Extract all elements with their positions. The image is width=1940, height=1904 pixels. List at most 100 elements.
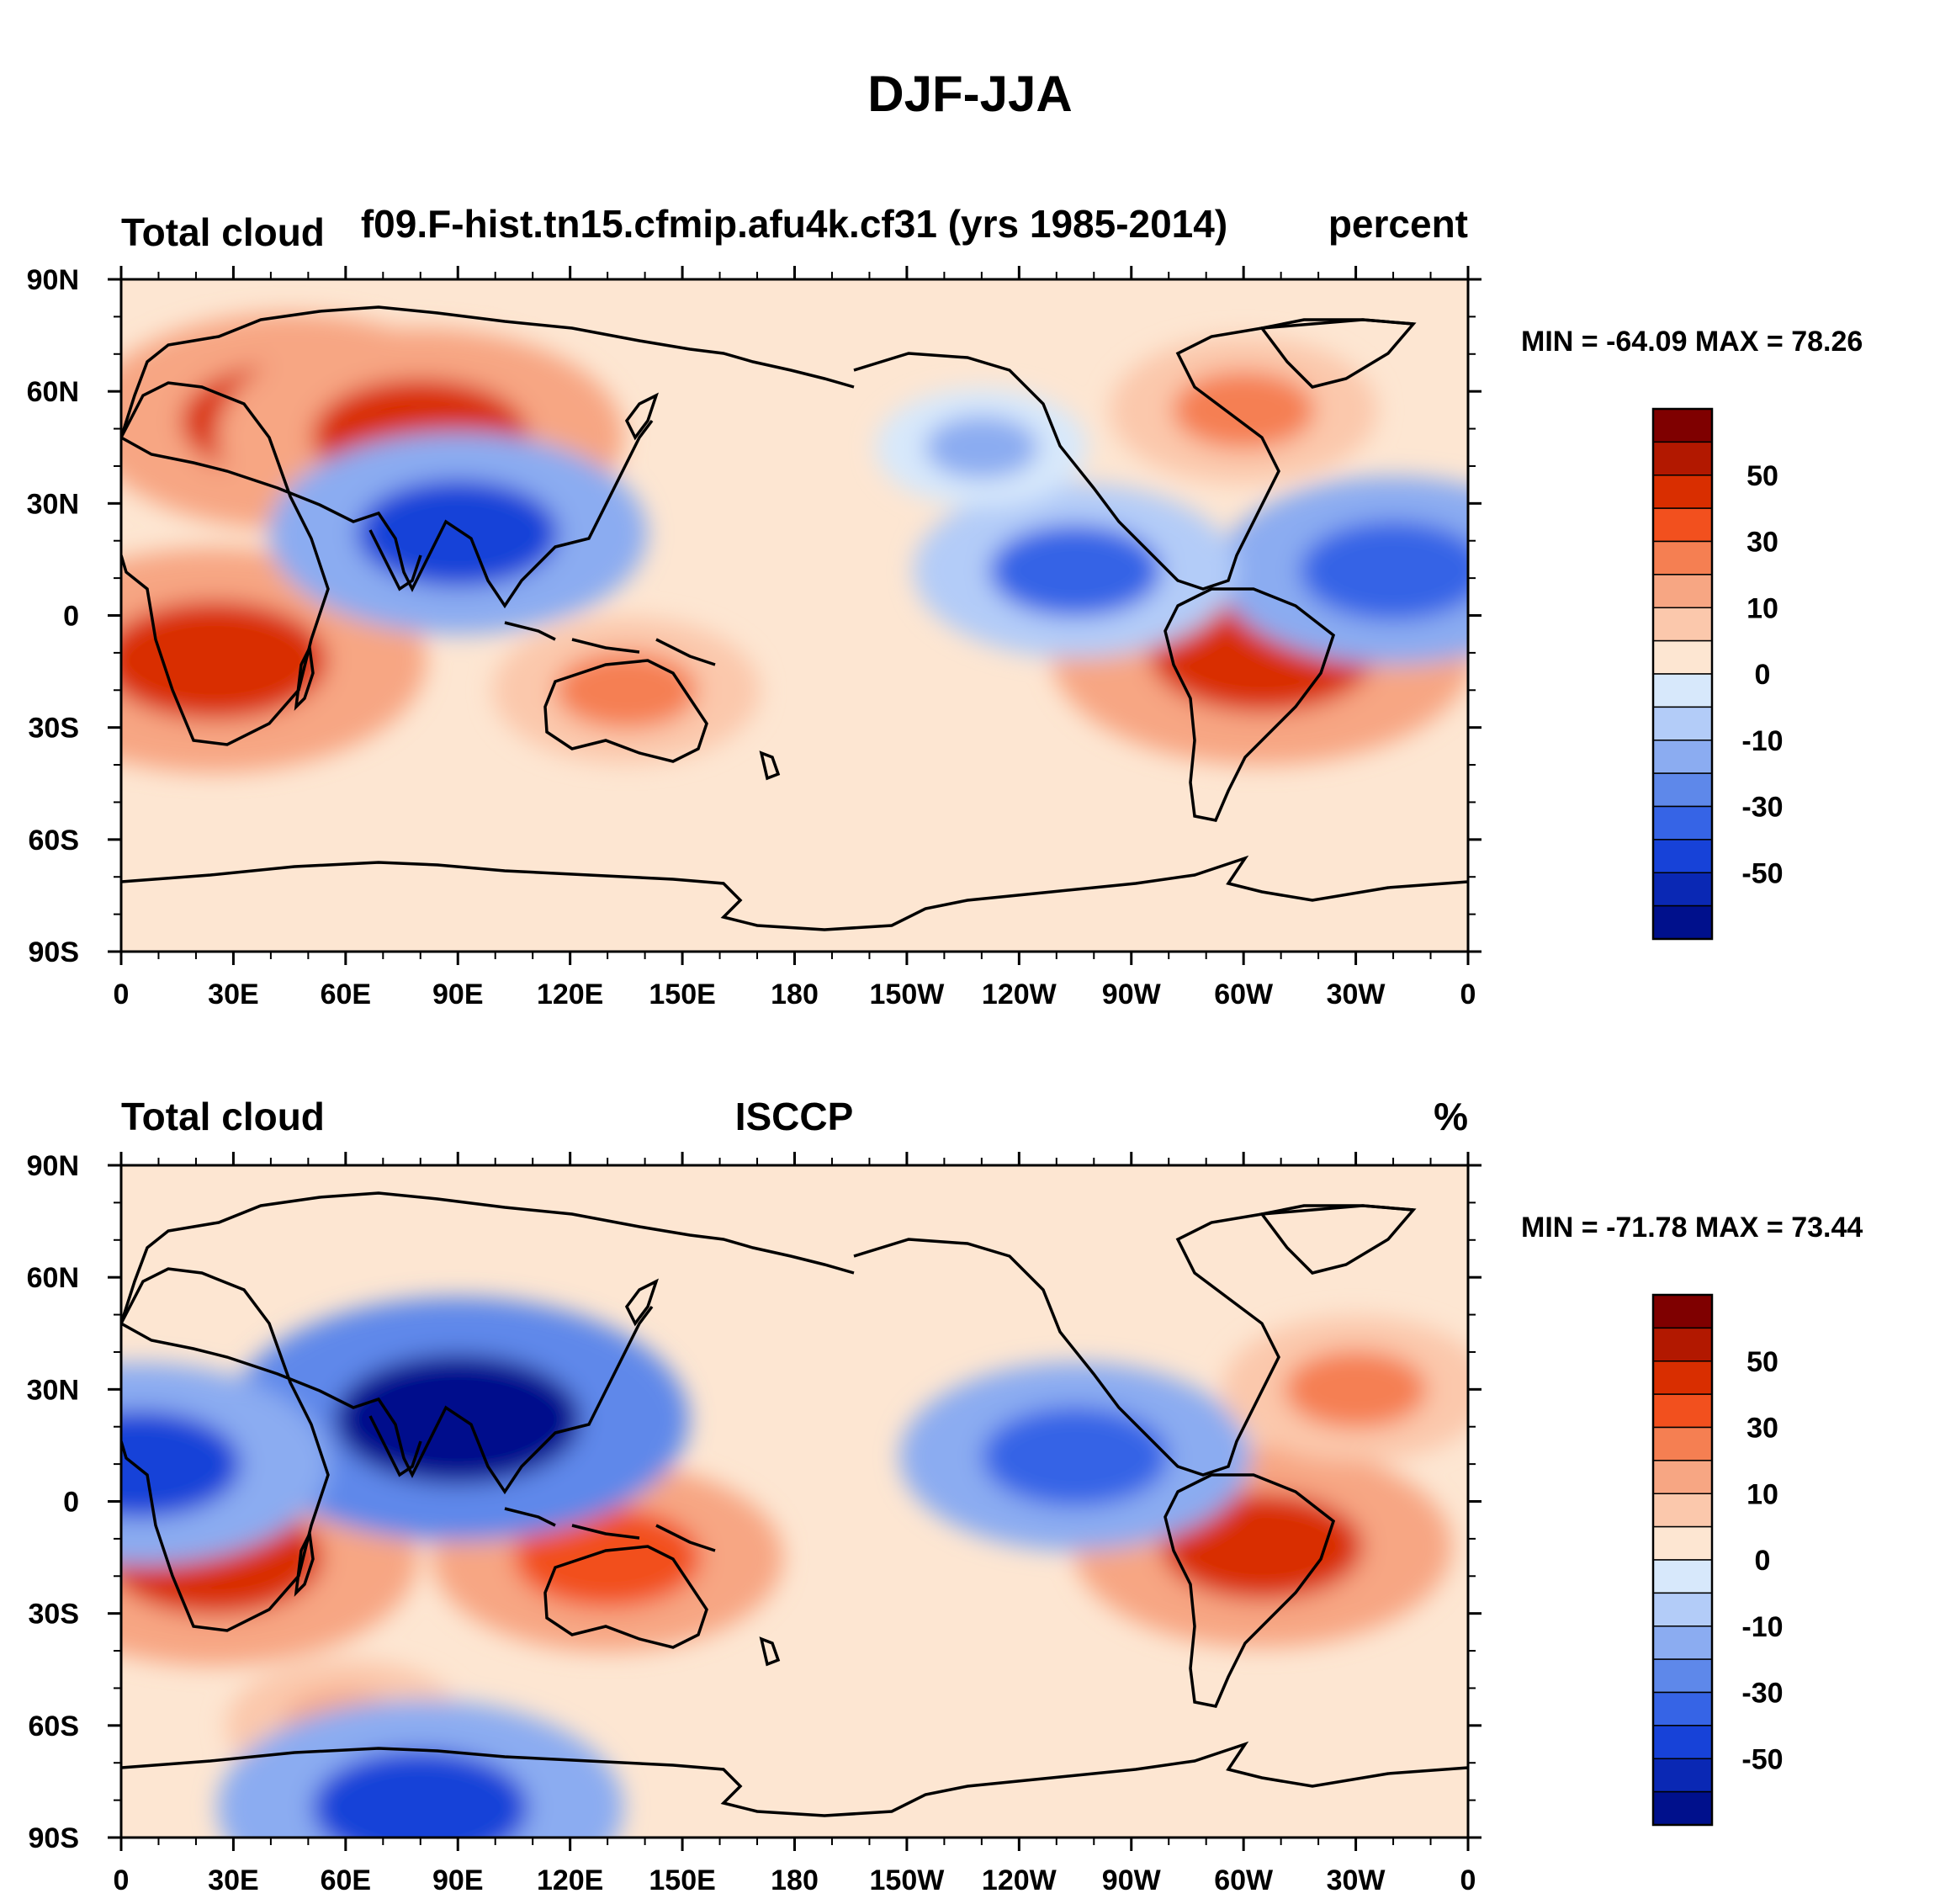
colorbar-swatch [1652,1626,1713,1660]
colorbar-swatch [1652,408,1713,443]
field-core-5 [981,1406,1169,1507]
colorbar-label: 0 [1755,1545,1771,1577]
colorbar-label: 0 [1755,659,1771,691]
colorbar-swatch [1652,475,1713,509]
axes: 0 30E 60E 90E 120E 150E 180 150W 120W 90W 60W 30W 0 9… [27,264,1482,1010]
y-tick-label: 30N [27,1374,79,1406]
y-tick-label: 60S [29,1710,80,1742]
colorbar-swatch [1652,1327,1713,1362]
x-tick-label: 0 [1460,1864,1476,1896]
x-tick-label: 180 [771,1864,819,1896]
x-tick-label: 60W [1214,979,1274,1010]
colorbar-frame [1651,1293,1714,1827]
colorbar-swatch [1652,1493,1713,1528]
field-core-3 [334,1354,581,1485]
colorbar-swatch [1652,872,1713,907]
panel-center-title: ISCCP [735,1095,854,1138]
x-tick-label: 120W [982,1864,1057,1896]
colorbar-label: 10 [1747,592,1778,624]
x-tick-label: 120W [982,979,1057,1010]
colorbar-frame [1651,407,1714,941]
colorbar: 50 30 10 0 -10 -30 -50 [1651,407,1784,941]
colorbar-swatch [1652,1758,1713,1793]
field-core-8 [312,1750,529,1838]
field-core-8 [925,416,1039,480]
panel-right-title: % [1434,1095,1468,1138]
field-core-5 [1299,520,1468,621]
field-core-2 [121,600,328,720]
colorbar-swatch [1652,1559,1713,1594]
x-tick-label: 90E [432,1864,484,1896]
colorbar-swatch [1652,1790,1713,1826]
y-tick-label: 60S [29,825,80,857]
colorbar-swatch [1652,540,1713,575]
y-tick-label: 0 [63,601,79,633]
x-tick-label: 30W [1327,1864,1386,1896]
x-tick-label: 60E [321,979,372,1010]
colorbar-swatch [1652,1360,1713,1395]
colorbar-label: 10 [1747,1478,1778,1510]
panel-center-title: f09.F-hist.tn15.cfmip.afu4k.cf31 (yrs 19… [361,202,1227,246]
x-tick-label: 180 [771,979,819,1010]
field-core-6 [989,524,1162,618]
map-area [121,1165,1468,1838]
colorbar-swatch [1652,607,1713,642]
x-tick-label: 150E [649,979,715,1010]
panel-left-title: Total cloud [121,210,325,254]
x-tick-label: 0 [1460,979,1476,1010]
colorbar-swatch [1652,1658,1713,1694]
colorbar-label: -10 [1741,1611,1783,1643]
colorbar-swatch [1652,574,1713,608]
colorbar-swatch [1652,639,1713,675]
field-core-9 [1172,370,1315,449]
colorbar-swatch [1652,706,1713,741]
y-tick-label: 90N [27,264,79,296]
x-tick-label: 30E [208,979,259,1010]
panel-left-title: Total cloud [121,1095,325,1138]
stats-label: MIN = -64.09 MAX = 78.26 [1521,326,1863,358]
field-core-4 [357,479,559,587]
colorbar-label: -30 [1741,792,1783,824]
colorbar-swatch [1652,1460,1713,1494]
y-tick-label: 0 [63,1487,79,1519]
y-tick-label: 60N [27,376,79,408]
coastlines [121,1191,1468,1817]
colorbar-label: 30 [1747,527,1778,559]
figure-title: DJF-JJA [867,66,1072,122]
panel-model: Total cloud f09.F-hist.tn15.cfmip.afu4k.… [27,202,1863,1010]
y-tick-label: 90S [29,1822,80,1854]
y-tick-label: 90N [27,1150,79,1182]
x-tick-label: 120E [537,979,603,1010]
colorbar-swatch [1652,740,1713,774]
colorbar-label: -50 [1741,1743,1783,1775]
field-core-6 [1284,1350,1428,1429]
colorbar-swatch [1652,1525,1713,1561]
colorbar-swatch [1652,904,1713,940]
colorbar-swatch [1652,1393,1713,1429]
colorbar-swatch [1652,441,1713,476]
colorbar-swatch [1652,839,1713,873]
x-tick-label: 90W [1102,979,1162,1010]
colorbar-label: 30 [1747,1413,1778,1445]
x-tick-label: 60W [1214,1864,1274,1896]
x-tick-label: 90W [1102,1864,1162,1896]
x-tick-label: 150W [870,1864,946,1896]
colorbar-label: 50 [1747,460,1778,492]
colorbar-swatch [1652,1426,1713,1461]
x-tick-label: 0 [114,1864,130,1896]
x-tick-label: 30E [208,1864,259,1896]
colorbar-swatch [1652,772,1713,808]
field-core-2 [1161,1492,1364,1600]
x-tick-label: 30W [1327,979,1386,1010]
x-tick-label: 150W [870,979,946,1010]
colorbar-swatch [1652,673,1713,708]
field-core-1 [513,1507,702,1608]
x-tick-label: 60E [321,1864,372,1896]
y-tick-label: 30N [27,488,79,520]
panel-obs: Total cloud ISCCP % [27,1095,1863,1896]
colorbar-label: 50 [1747,1346,1778,1378]
y-tick-label: 30S [29,1599,80,1631]
y-tick-label: 30S [29,713,80,745]
x-tick-label: 120E [537,1864,603,1896]
